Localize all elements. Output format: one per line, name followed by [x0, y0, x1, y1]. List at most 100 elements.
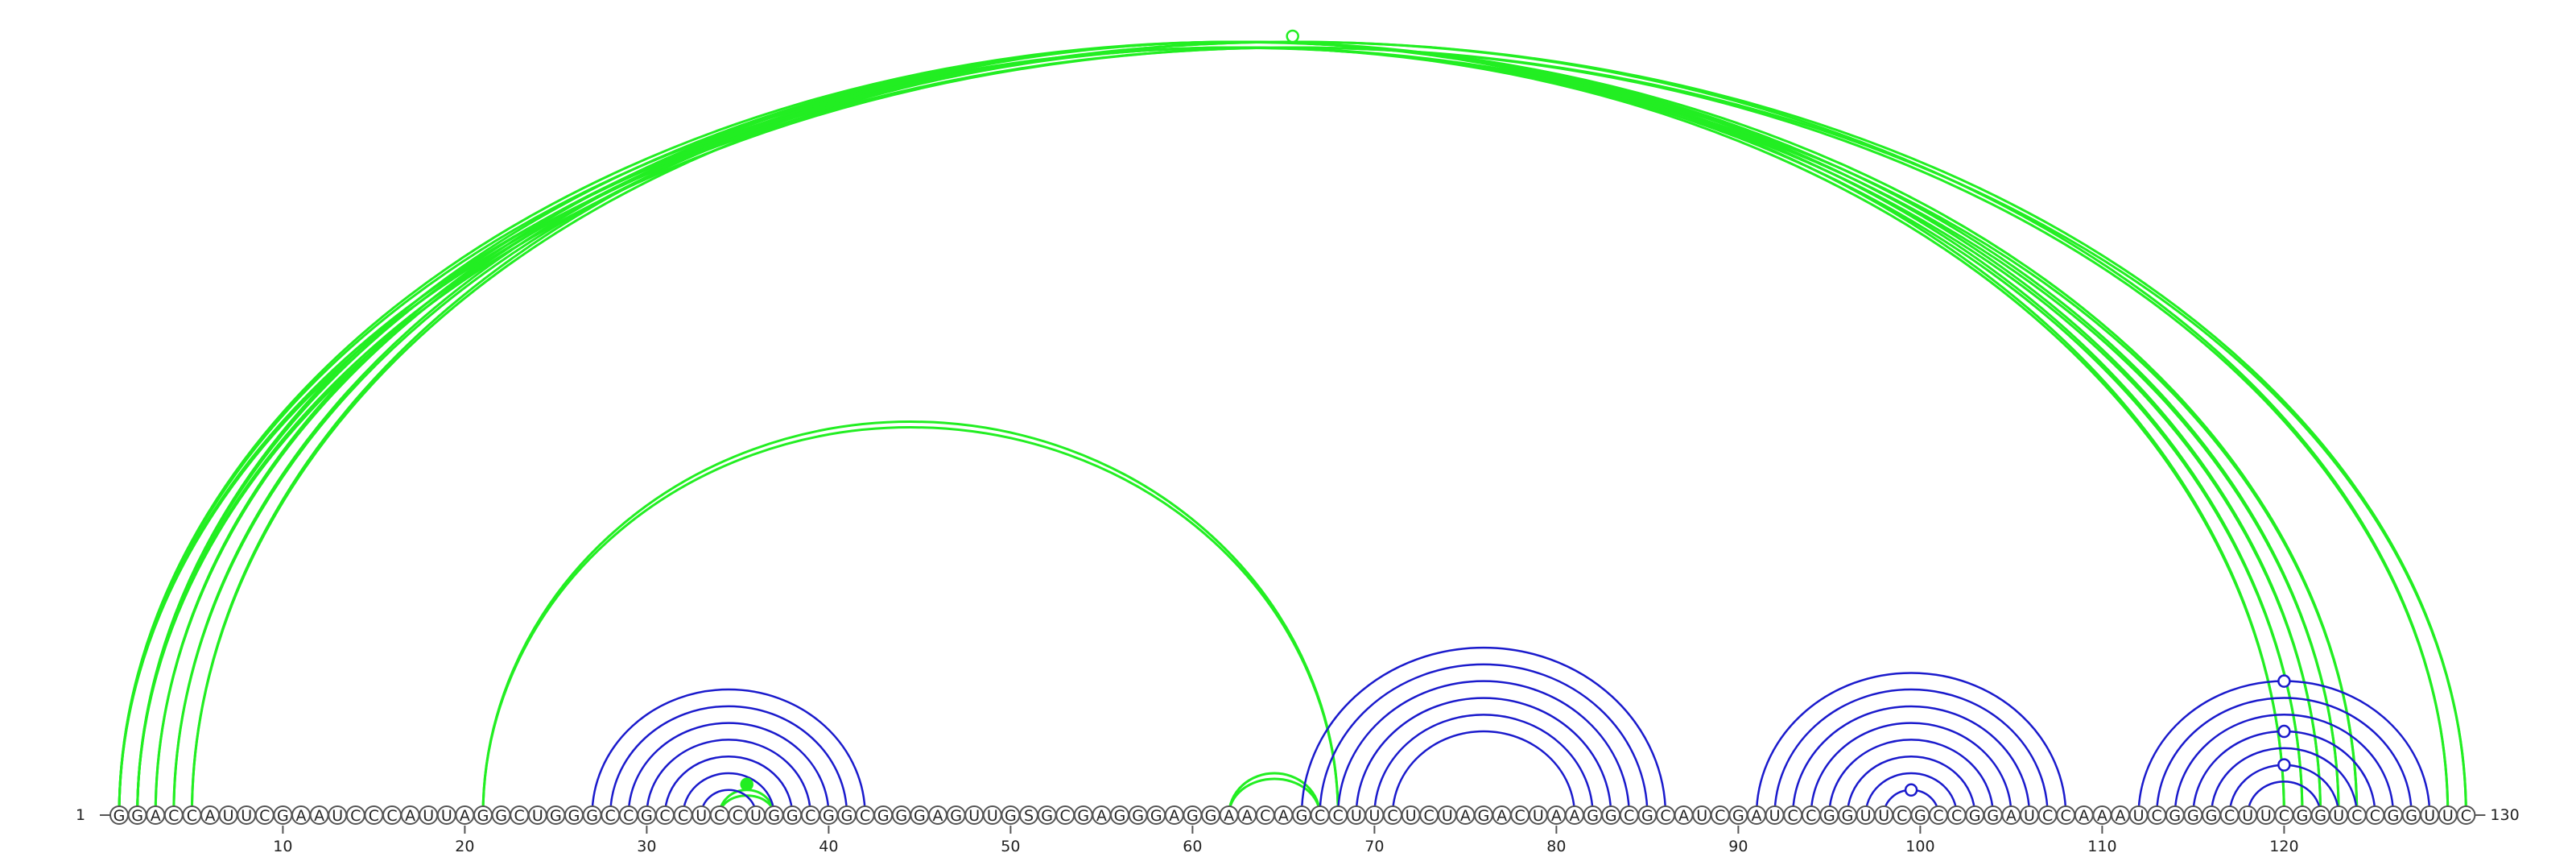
blue-arc-32-37: [682, 772, 775, 816]
nucleotide-114: G: [2169, 807, 2181, 825]
nucleotide-36: U: [750, 807, 762, 825]
nucleotide-76: G: [1478, 807, 1490, 825]
nucleotide-88: U: [1696, 807, 1707, 825]
nucleotide-5: C: [187, 807, 197, 825]
nucleotide-42: C: [860, 807, 870, 825]
nucleotide-85: G: [1641, 807, 1653, 825]
blue-arc-97-102: [1864, 772, 1958, 816]
nucleotide-107: C: [2042, 807, 2053, 825]
nucleotide-104: G: [1987, 807, 1999, 825]
nucleotide-46: A: [933, 807, 943, 825]
nucleotide-116: G: [2206, 807, 2218, 825]
nucleotide-128: U: [2424, 807, 2435, 825]
nucleotide-75: A: [1460, 807, 1471, 825]
nucleotide-48: U: [968, 807, 980, 825]
blue-arc-33-36: [700, 789, 758, 816]
nucleotide-35: C: [733, 807, 743, 825]
nucleotide-57: G: [1132, 807, 1144, 825]
nucleotide-87: A: [1678, 807, 1689, 825]
blue-arc-28-41: [609, 705, 848, 816]
green-arc-5-120-1: [190, 46, 2285, 816]
nucleotide-56: G: [1114, 807, 1126, 825]
nucleotide-123: U: [2333, 807, 2344, 825]
nucleotide-109: A: [2079, 807, 2089, 825]
nucleotide-10: G: [277, 807, 289, 825]
blue-arc-95-104: [1828, 739, 1995, 816]
nucleotide-62: A: [1224, 807, 1234, 825]
nucleotide-71: C: [1387, 807, 1397, 825]
nucleotide-23: C: [514, 807, 525, 825]
nucleotide-74: U: [1442, 807, 1453, 825]
nucleotide-127: G: [2405, 807, 2417, 825]
tick-label-40: 40: [819, 838, 838, 855]
nucleotide-83: G: [1605, 807, 1617, 825]
nucleotide-37: G: [768, 807, 780, 825]
marker-2: [1904, 783, 1918, 797]
nucleotide-29: C: [623, 807, 634, 825]
nucleotide-9: C: [259, 807, 270, 825]
nucleotide-99: C: [1897, 807, 1907, 825]
blue-arc-91-108: [1755, 672, 2067, 816]
nucleotide-4: C: [168, 807, 179, 825]
nucleotide-91: A: [1752, 807, 1762, 825]
marker-4: [2277, 724, 2291, 739]
green-arc-62-67-1: [1228, 777, 1322, 816]
nucleotide-12: A: [314, 807, 324, 825]
nucleotide-40: G: [823, 807, 835, 825]
nucleotide-49: U: [987, 807, 998, 825]
blue-arc-92-107: [1773, 688, 2049, 816]
nucleotide-126: G: [2388, 807, 2400, 825]
green-arc-4-121-0: [172, 40, 2304, 816]
blue-arc-31-38: [663, 755, 794, 816]
nucleotide-122: G: [2314, 807, 2326, 825]
nucleotide-18: U: [423, 807, 434, 825]
nucleotide-113: C: [2152, 807, 2162, 825]
nucleotide-30: G: [641, 807, 653, 825]
blue-arc-27-42: [591, 688, 866, 816]
nucleotide-64: C: [1260, 807, 1270, 825]
green-arc-5-120-0: [190, 40, 2285, 816]
nucleotide-77: A: [1496, 807, 1507, 825]
nucleotide-130: C: [2461, 807, 2471, 825]
blue-arc-118-122: [2246, 780, 2322, 816]
nucleotide-33: U: [696, 807, 707, 825]
blue-arc-layer: [591, 646, 2431, 816]
nucleotide-105: A: [2006, 807, 2017, 825]
nucleotide-96: G: [1842, 807, 1854, 825]
nucleotide-121: G: [2297, 807, 2309, 825]
nucleotide-1: G: [114, 807, 126, 825]
blue-arc-70-82: [1373, 713, 1594, 816]
tick-label-70: 70: [1364, 838, 1384, 855]
nucleotide-63: A: [1242, 807, 1253, 825]
nucleotide-118: U: [2242, 807, 2253, 825]
nucleotide-65: A: [1278, 807, 1289, 825]
nucleotide-106: U: [2024, 807, 2035, 825]
nucleotide-94: C: [1806, 807, 1816, 825]
nucleotide-124: C: [2351, 807, 2362, 825]
green-arc-2-123-0: [136, 40, 2340, 816]
nucleotide-84: C: [1624, 807, 1634, 825]
nucleotide-73: C: [1424, 807, 1435, 825]
nucleotide-44: G: [895, 807, 907, 825]
nucleotide-2: G: [131, 807, 143, 825]
nucleotide-78: C: [1515, 807, 1525, 825]
nucleotide-41: G: [841, 807, 853, 825]
nucleotide-98: U: [1878, 807, 1889, 825]
nucleotide-103: G: [1969, 807, 1981, 825]
nucleotide-100: G: [1914, 807, 1926, 825]
tick-label-20: 20: [455, 838, 474, 855]
nucleotide-58: G: [1150, 807, 1162, 825]
blue-arc-94-105: [1810, 722, 2013, 816]
blue-arc-69-83: [1355, 697, 1612, 816]
nucleotide-53: C: [1060, 807, 1071, 825]
nucleotide-11: A: [296, 807, 307, 825]
blue-arc-71-81: [1391, 730, 1576, 816]
tick-label-60: 60: [1183, 838, 1202, 855]
nucleotide-22: G: [495, 807, 507, 825]
green-arc-4-121-1: [172, 46, 2304, 816]
nucleotide-43: G: [877, 807, 890, 825]
blue-arc-29-40: [627, 722, 830, 816]
nucleotide-119: U: [2260, 807, 2272, 825]
nucleotide-16: C: [386, 807, 397, 825]
